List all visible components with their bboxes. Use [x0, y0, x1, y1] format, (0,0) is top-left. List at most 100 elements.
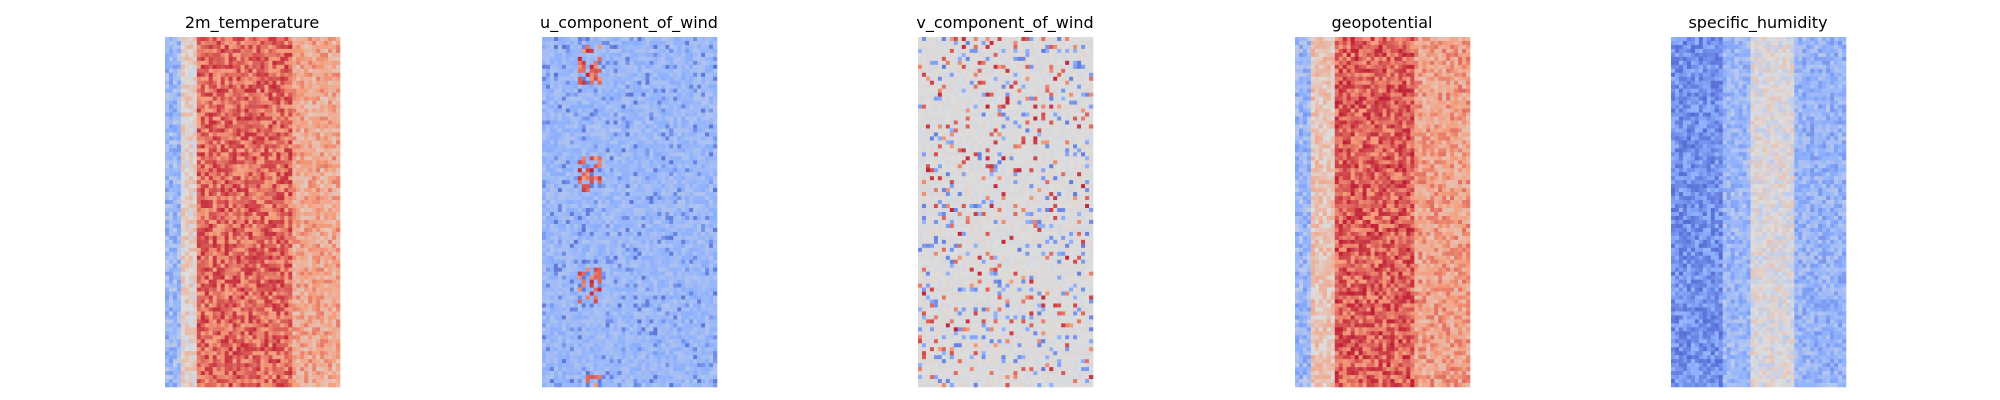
heatmap-cell — [324, 56, 329, 62]
heatmap-cell — [336, 112, 341, 117]
heatmap-cell — [212, 251, 218, 257]
heatmap-cell — [184, 379, 190, 384]
heatmap-cell — [264, 347, 269, 352]
heatmap-cell — [284, 204, 289, 209]
heatmap-cell — [168, 235, 174, 241]
heatmap-cell — [180, 227, 186, 233]
heatmap-cell — [661, 72, 666, 78]
heatmap-cell — [316, 148, 321, 153]
heatmap-cell — [184, 192, 190, 197]
heatmap-cell — [653, 104, 658, 109]
heatmap-cell — [673, 64, 678, 70]
heatmap-cell — [284, 355, 289, 360]
heatmap-cell — [597, 72, 602, 78]
heatmap-cell — [593, 40, 598, 46]
heatmap-cell — [165, 132, 170, 137]
heatmap-cell — [165, 180, 170, 185]
heatmap-cell — [176, 255, 182, 261]
heatmap-cell — [248, 307, 253, 312]
heatmap-cell — [176, 371, 182, 376]
heatmap-cell — [292, 223, 297, 229]
heatmap-cell — [565, 37, 571, 42]
heatmap-cell — [312, 331, 317, 336]
heatmap-cell — [272, 383, 277, 388]
heatmap-cell — [645, 48, 650, 54]
heatmap-cell — [232, 172, 237, 177]
heatmap-cell — [200, 367, 206, 372]
heatmap-cell — [232, 339, 237, 344]
heatmap-cell — [196, 108, 202, 113]
heatmap-cell — [236, 92, 241, 97]
heatmap-cell — [224, 204, 229, 209]
heatmap-cell — [212, 168, 218, 173]
heatmap-cell — [693, 40, 698, 46]
heatmap-cell — [669, 104, 674, 109]
heatmap-cell — [557, 96, 563, 101]
heatmap-cell — [316, 379, 321, 384]
heatmap-cell — [280, 215, 285, 221]
heatmap-cell — [304, 319, 309, 324]
heatmap-cell — [260, 192, 265, 197]
heatmap-cell — [268, 160, 273, 165]
heatmap-cell — [172, 371, 178, 376]
heatmap-cell — [542, 72, 547, 78]
heatmap-cell — [569, 136, 575, 141]
heatmap-cell — [252, 37, 257, 42]
heatmap-cell — [180, 231, 186, 237]
heatmap-cell — [228, 68, 233, 74]
heatmap-cell — [332, 243, 337, 249]
heatmap-cell — [689, 68, 694, 74]
heatmap-cell — [545, 68, 551, 74]
heatmap-cell — [256, 375, 261, 380]
heatmap-cell — [569, 44, 575, 50]
heatmap-cell — [292, 192, 297, 197]
heatmap-cell — [184, 152, 190, 157]
heatmap-cell — [256, 363, 261, 368]
heatmap-cell — [172, 56, 178, 62]
heatmap-cell — [232, 164, 237, 169]
heatmap-cell — [176, 215, 182, 221]
heatmap-cell — [216, 88, 221, 93]
heatmap-cell — [172, 223, 178, 229]
heatmap-cell — [200, 251, 206, 257]
heatmap-cell — [268, 80, 273, 86]
heatmap-cell — [657, 124, 662, 129]
heatmap-cell — [184, 279, 190, 284]
heatmap-cell — [196, 204, 202, 209]
heatmap-cell — [713, 80, 718, 86]
heatmap-cell — [232, 287, 237, 292]
heatmap-cell — [212, 343, 218, 348]
heatmap-cell — [208, 152, 214, 157]
heatmap-cell — [557, 48, 563, 54]
heatmap-cell — [165, 299, 170, 304]
heatmap-cell — [312, 283, 317, 288]
heatmap-cell — [276, 140, 281, 145]
heatmap-cell — [200, 215, 206, 221]
heatmap-cell — [192, 152, 198, 157]
heatmap-cell — [228, 215, 233, 221]
heatmap-cell — [220, 204, 225, 209]
heatmap-cell — [625, 132, 630, 137]
heatmap-cell — [272, 287, 277, 292]
heatmap-cell — [212, 235, 218, 241]
heatmap-cell — [292, 144, 297, 149]
heatmap-cell — [264, 156, 269, 161]
heatmap-cell — [288, 180, 293, 185]
heatmap-cell — [220, 267, 225, 272]
heatmap-cell — [256, 347, 261, 352]
heatmap-cell — [284, 104, 289, 109]
heatmap-cell — [272, 351, 277, 356]
heatmap-cell — [332, 351, 337, 356]
heatmap-cell — [188, 251, 194, 257]
heatmap-cell — [256, 315, 261, 320]
heatmap-cell — [260, 367, 265, 372]
heatmap-cell — [589, 60, 595, 66]
heatmap-cell — [256, 359, 261, 364]
heatmap-cell — [260, 168, 265, 173]
heatmap-cell — [581, 40, 587, 46]
heatmap-cell — [224, 84, 229, 90]
heatmap-cell — [192, 219, 198, 225]
heatmap-cell — [677, 100, 682, 105]
heatmap-cell — [565, 88, 571, 93]
heatmap-cell — [617, 136, 622, 141]
